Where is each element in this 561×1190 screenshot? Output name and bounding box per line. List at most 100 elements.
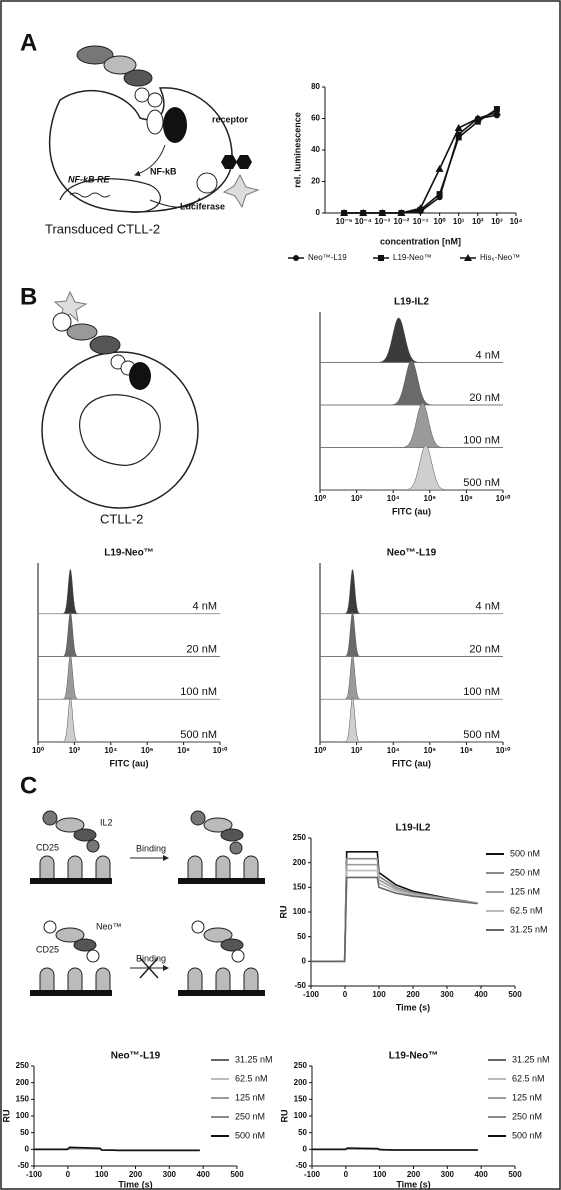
- series-line: [311, 857, 478, 963]
- x-axis-label: Time (s): [396, 1002, 430, 1012]
- y-tick-label: 60: [311, 114, 320, 123]
- x-tick-label: 10⁴: [510, 217, 523, 226]
- chart-title: L19-Neo™: [104, 548, 153, 559]
- y-tick-label: 40: [311, 145, 320, 154]
- y-tick-label: 0: [316, 208, 321, 217]
- diagram-label: NF-kB: [150, 166, 177, 176]
- y-axis-label: rel. luminescence: [292, 112, 302, 188]
- marker: [397, 209, 406, 216]
- diagram-label: Neo™: [96, 921, 122, 931]
- legend-label: 31.25 nM: [235, 1054, 273, 1064]
- x-tick-label: 0: [344, 1170, 349, 1179]
- marker: [340, 209, 349, 216]
- y-tick-label: 100: [293, 907, 307, 916]
- series-line: [344, 114, 498, 214]
- row-label: 20 nM: [469, 392, 500, 404]
- x-tick-label: 500: [508, 990, 522, 999]
- series-line: [311, 851, 478, 963]
- series-line: [312, 1147, 478, 1151]
- legend-marker: [378, 255, 384, 261]
- x-tick-label: 10⁴: [387, 746, 400, 755]
- y-tick-label: 250: [293, 833, 307, 842]
- x-tick-label: 10⁸: [460, 494, 473, 503]
- legend-label: 62.5 nM: [235, 1073, 268, 1083]
- diagram-label: CTLL-2: [100, 511, 143, 526]
- x-tick-label: 500: [508, 1170, 522, 1179]
- diagram-label: receptor: [212, 114, 249, 124]
- row-label: 500 nM: [463, 729, 500, 741]
- marker: [436, 191, 443, 198]
- marker: [359, 209, 368, 216]
- x-tick-label: 10⁶: [424, 494, 437, 503]
- row-label: 100 nM: [463, 686, 500, 698]
- y-tick-label: -50: [17, 1161, 29, 1170]
- chart-title: L19-IL2: [394, 297, 429, 308]
- y-tick-label: 20: [311, 177, 320, 186]
- row-label: 4 nM: [476, 601, 500, 613]
- x-axis-label: FITC (au): [110, 758, 149, 768]
- x-tick-label: 400: [474, 990, 488, 999]
- marker: [473, 114, 482, 122]
- marker: [455, 134, 462, 141]
- legend-label: 125 nM: [235, 1092, 265, 1102]
- legend-label: 31.25 nM: [512, 1054, 550, 1064]
- series-line: [311, 876, 478, 963]
- y-tick-label: 200: [294, 1078, 308, 1087]
- x-tick-label: 10⁰: [32, 746, 45, 755]
- x-tick-label: 10¹⁰: [496, 494, 512, 503]
- y-axis-label: RU: [278, 906, 288, 919]
- x-tick-label: 10⁶: [424, 746, 437, 755]
- x-tick-label: 100: [372, 990, 386, 999]
- y-tick-label: 250: [294, 1061, 308, 1070]
- diagram-label: CD25: [36, 944, 59, 954]
- y-tick-label: 150: [294, 1094, 308, 1103]
- chart-title: L19-IL2: [395, 823, 430, 834]
- x-tick-label: -100: [26, 1170, 43, 1179]
- histogram: [320, 445, 503, 491]
- x-tick-label: 10²: [351, 746, 363, 755]
- y-tick-label: 50: [298, 1128, 307, 1137]
- x-tick-label: 10²: [472, 217, 484, 226]
- x-tick-label: 10⁴: [104, 746, 117, 755]
- x-axis-label: FITC (au): [392, 758, 431, 768]
- legend-label: 500 nM: [235, 1130, 265, 1140]
- diagram-label: IL2: [100, 817, 113, 827]
- x-tick-label: 100: [373, 1170, 387, 1179]
- marker: [378, 209, 387, 216]
- x-tick-label: 200: [129, 1170, 143, 1179]
- chart-title: L19-Neo™: [389, 1051, 438, 1062]
- legend-label: 125 nM: [510, 886, 540, 896]
- marker: [454, 123, 463, 131]
- x-tick-label: 10⁻¹: [413, 217, 429, 226]
- diagram-c: IL2 CD25 Binding Neo™ CD25 Binding: [30, 810, 265, 996]
- legend-label: 125 nM: [512, 1092, 542, 1102]
- series-line: [344, 111, 498, 214]
- x-tick-label: 10⁻⁵: [336, 217, 353, 226]
- legend-label: 62.5 nM: [512, 1073, 545, 1083]
- x-tick-label: 500: [230, 1170, 244, 1179]
- x-tick-label: 10⁶: [141, 746, 154, 755]
- legend-marker: [464, 254, 472, 261]
- row-label: 4 nM: [476, 349, 500, 361]
- histogram: [38, 697, 220, 743]
- x-tick-label: -100: [303, 990, 320, 999]
- y-axis-label: RU: [1, 1110, 11, 1123]
- x-tick-label: -100: [304, 1170, 321, 1179]
- legend-label: Neo™-L19: [308, 253, 347, 262]
- panel-label: C: [20, 772, 37, 799]
- y-axis-label: RU: [279, 1110, 289, 1123]
- y-tick-label: 100: [16, 1111, 30, 1120]
- legend-marker: [293, 255, 299, 261]
- chart-title: Neo™-L19: [111, 1051, 161, 1062]
- y-tick-label: 200: [293, 858, 307, 867]
- legend-label: 500 nM: [512, 1130, 542, 1140]
- x-tick-label: 10⁻⁴: [355, 217, 372, 226]
- x-tick-label: 10¹⁰: [213, 746, 229, 755]
- diagram-label: Luciferase: [180, 201, 225, 211]
- x-tick-label: 300: [163, 1170, 177, 1179]
- y-tick-label: -50: [295, 1161, 307, 1170]
- chart-title: Neo™-L19: [387, 548, 437, 559]
- row-label: 100 nM: [463, 434, 500, 446]
